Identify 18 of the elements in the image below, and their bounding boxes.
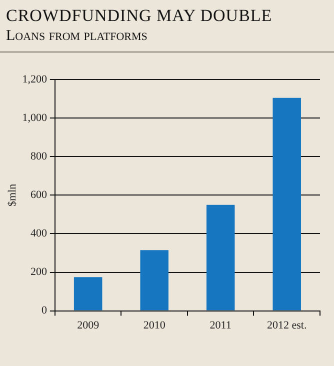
bar <box>140 250 168 310</box>
x-tick-label: 2010 <box>143 319 166 332</box>
y-tick-label: 600 <box>30 189 48 202</box>
y-tick-label: 200 <box>30 266 48 278</box>
y-tick-label: 1,000 <box>22 112 48 124</box>
chart-title: CROWDFUNDING MAY DOUBLE <box>6 6 272 26</box>
x-tick-label: 2011 <box>210 319 232 332</box>
x-tick-label: 2009 <box>77 319 100 332</box>
bar <box>74 277 102 310</box>
bar <box>272 98 301 310</box>
y-axis-title: $mln <box>6 183 18 207</box>
y-tick-label: 1,200 <box>22 73 48 86</box>
bar <box>206 204 235 310</box>
x-tick-label: 2012 est. <box>267 319 307 332</box>
y-tick-label: 0 <box>41 304 48 317</box>
y-tick-label: 400 <box>30 228 48 240</box>
chart-subtitle: Loans from platforms <box>6 28 148 45</box>
y-tick-label: 800 <box>30 150 48 163</box>
